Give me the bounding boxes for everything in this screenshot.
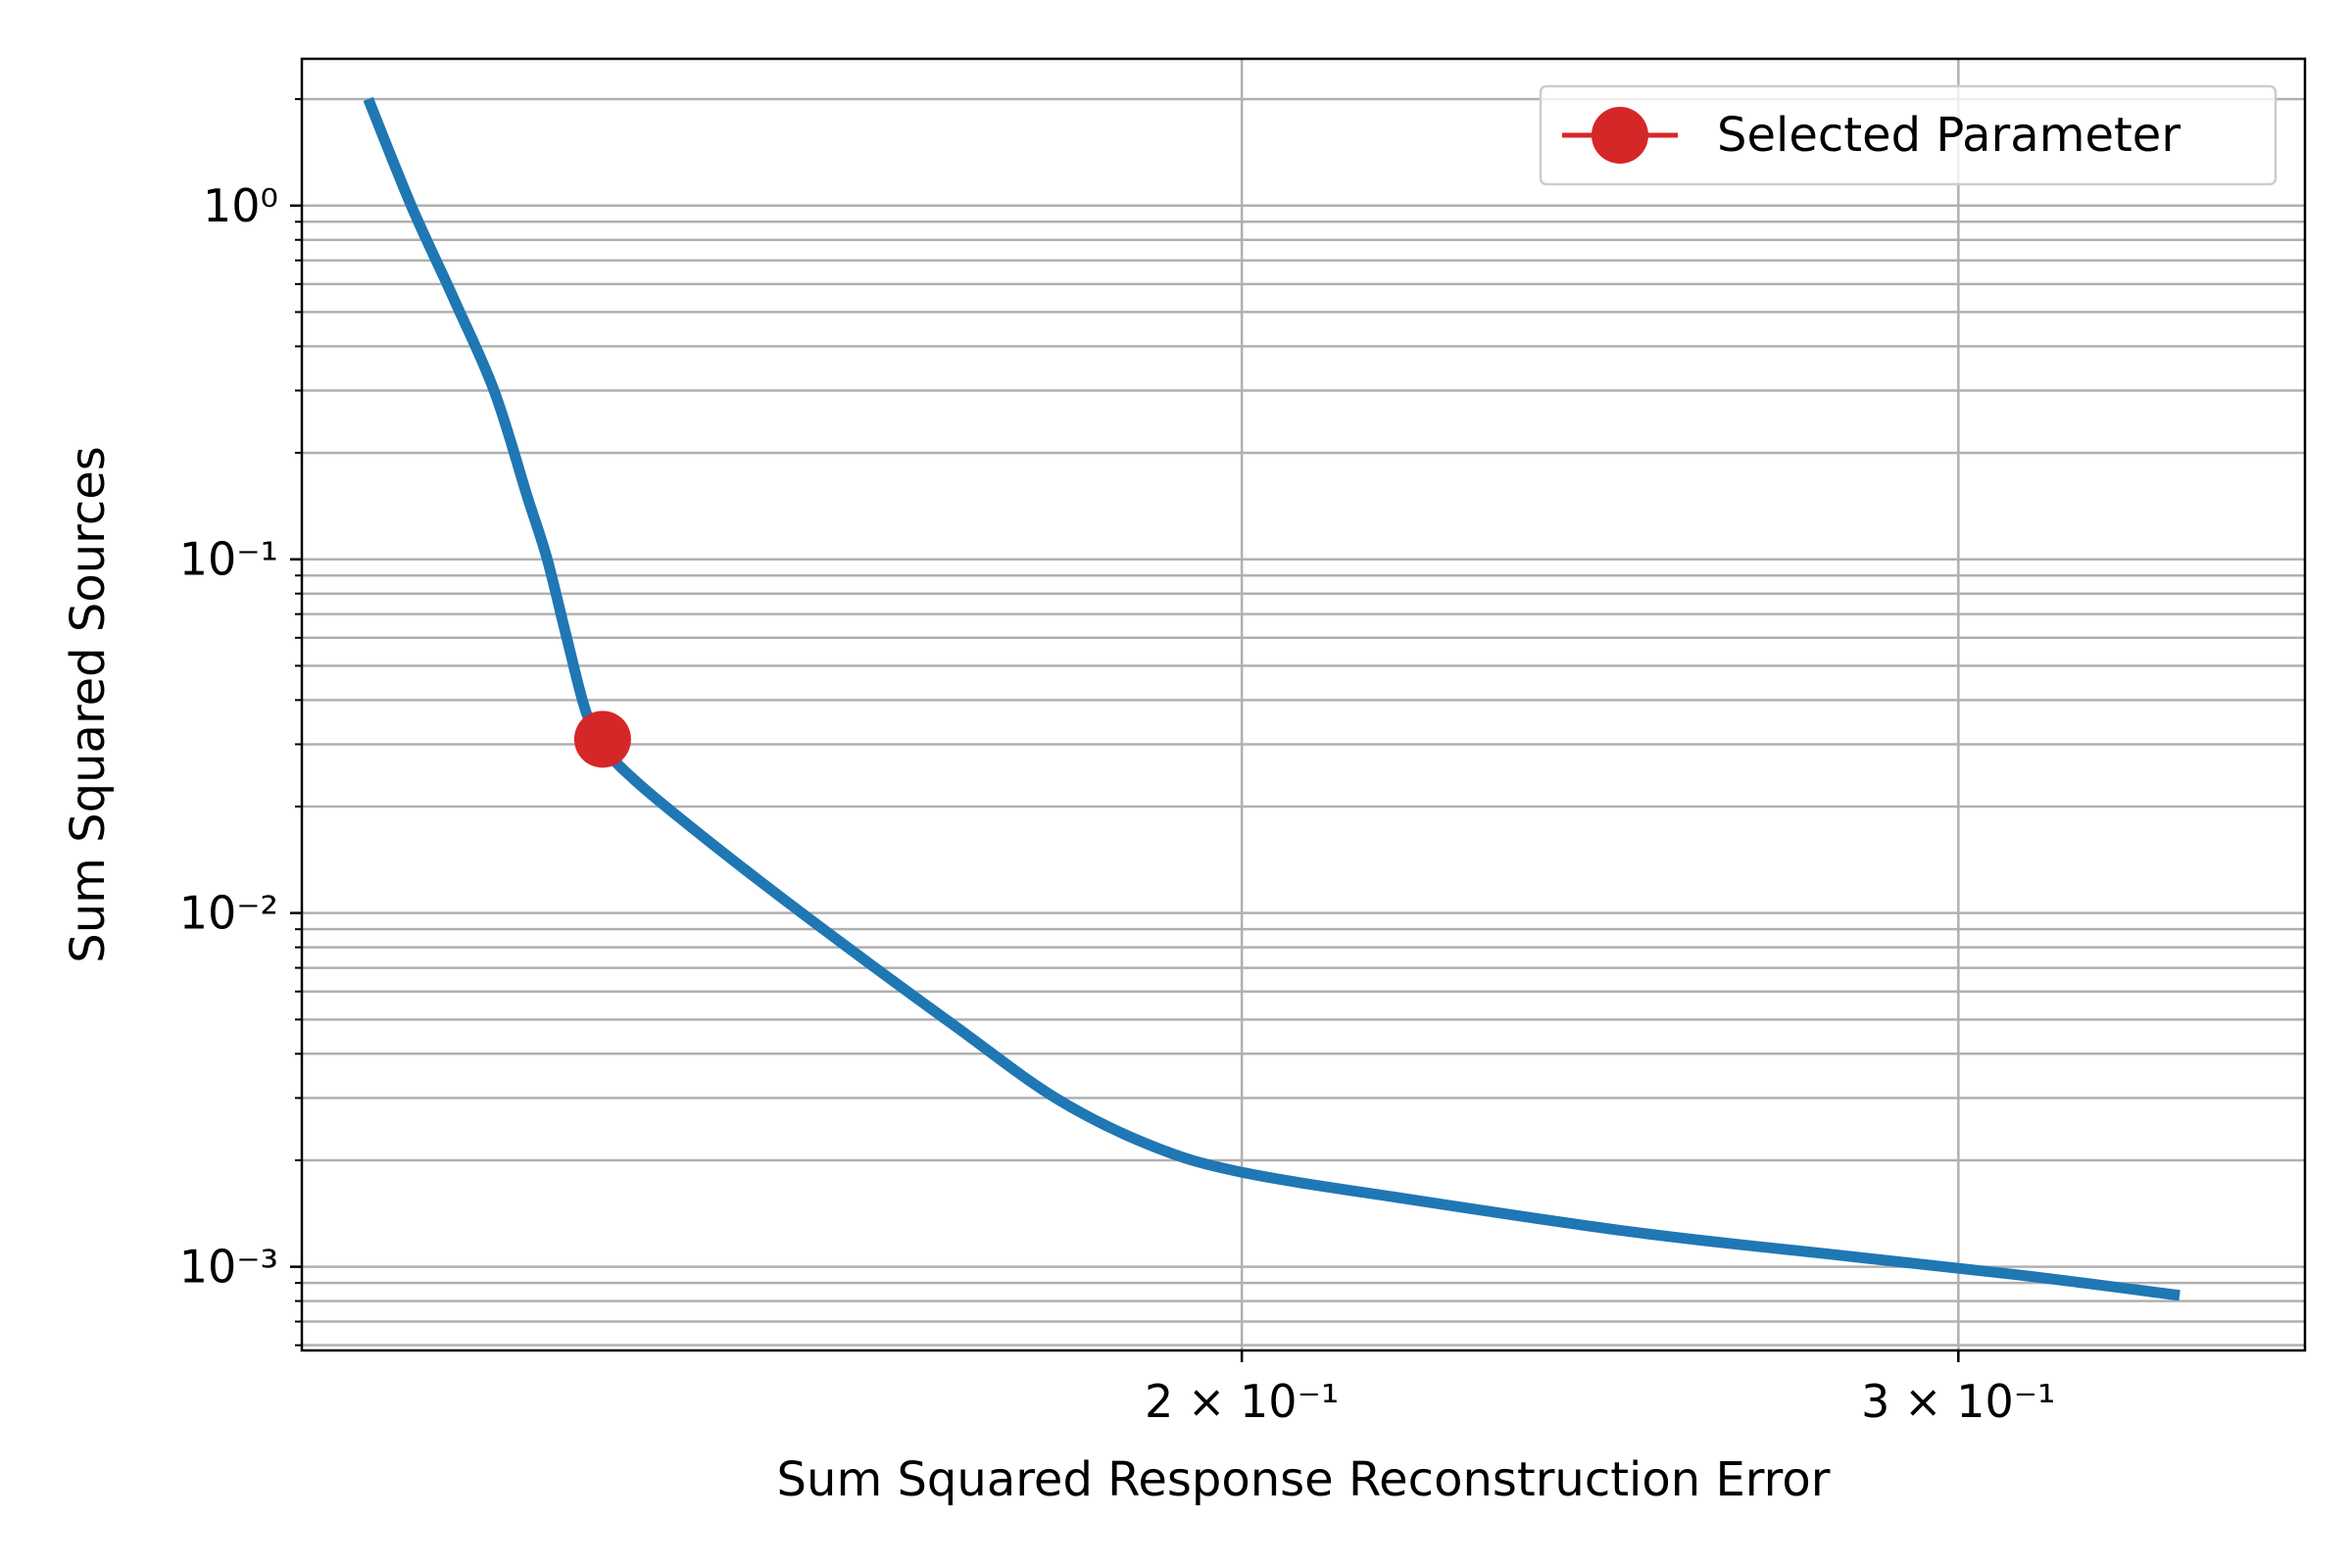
x-tick-label: 3 × 10⁻¹ <box>1861 1375 2055 1428</box>
x-tick-label: 2 × 10⁻¹ <box>1145 1375 1339 1428</box>
y-tick-label: 10⁻¹ <box>179 533 278 586</box>
x-axis-label: Sum Squared Response Reconstruction Erro… <box>777 1452 1831 1507</box>
y-tick-label: 10⁰ <box>203 179 278 232</box>
y-axis-label: Sum Squared Sources <box>61 446 116 962</box>
legend-marker-swatch <box>1592 107 1648 164</box>
ticks-layer: 10⁰ 10⁻¹ 10⁻² 10⁻³ 2 × 10⁻¹ 3 × 10⁻¹ <box>179 98 2055 1428</box>
marker-layer <box>573 710 631 768</box>
legend-entry-label: Selected Parameter <box>1717 108 2180 163</box>
y-tick-label: 10⁻² <box>179 887 278 940</box>
series-line <box>363 97 2180 1301</box>
legend-box <box>1539 84 2278 186</box>
series-layer <box>363 97 2180 1301</box>
legend: Selected Parameter <box>1539 84 2278 186</box>
selected-parameter-point <box>573 710 631 768</box>
y-tick-label: 10⁻³ <box>179 1241 278 1294</box>
plot-frame <box>300 57 2307 1352</box>
